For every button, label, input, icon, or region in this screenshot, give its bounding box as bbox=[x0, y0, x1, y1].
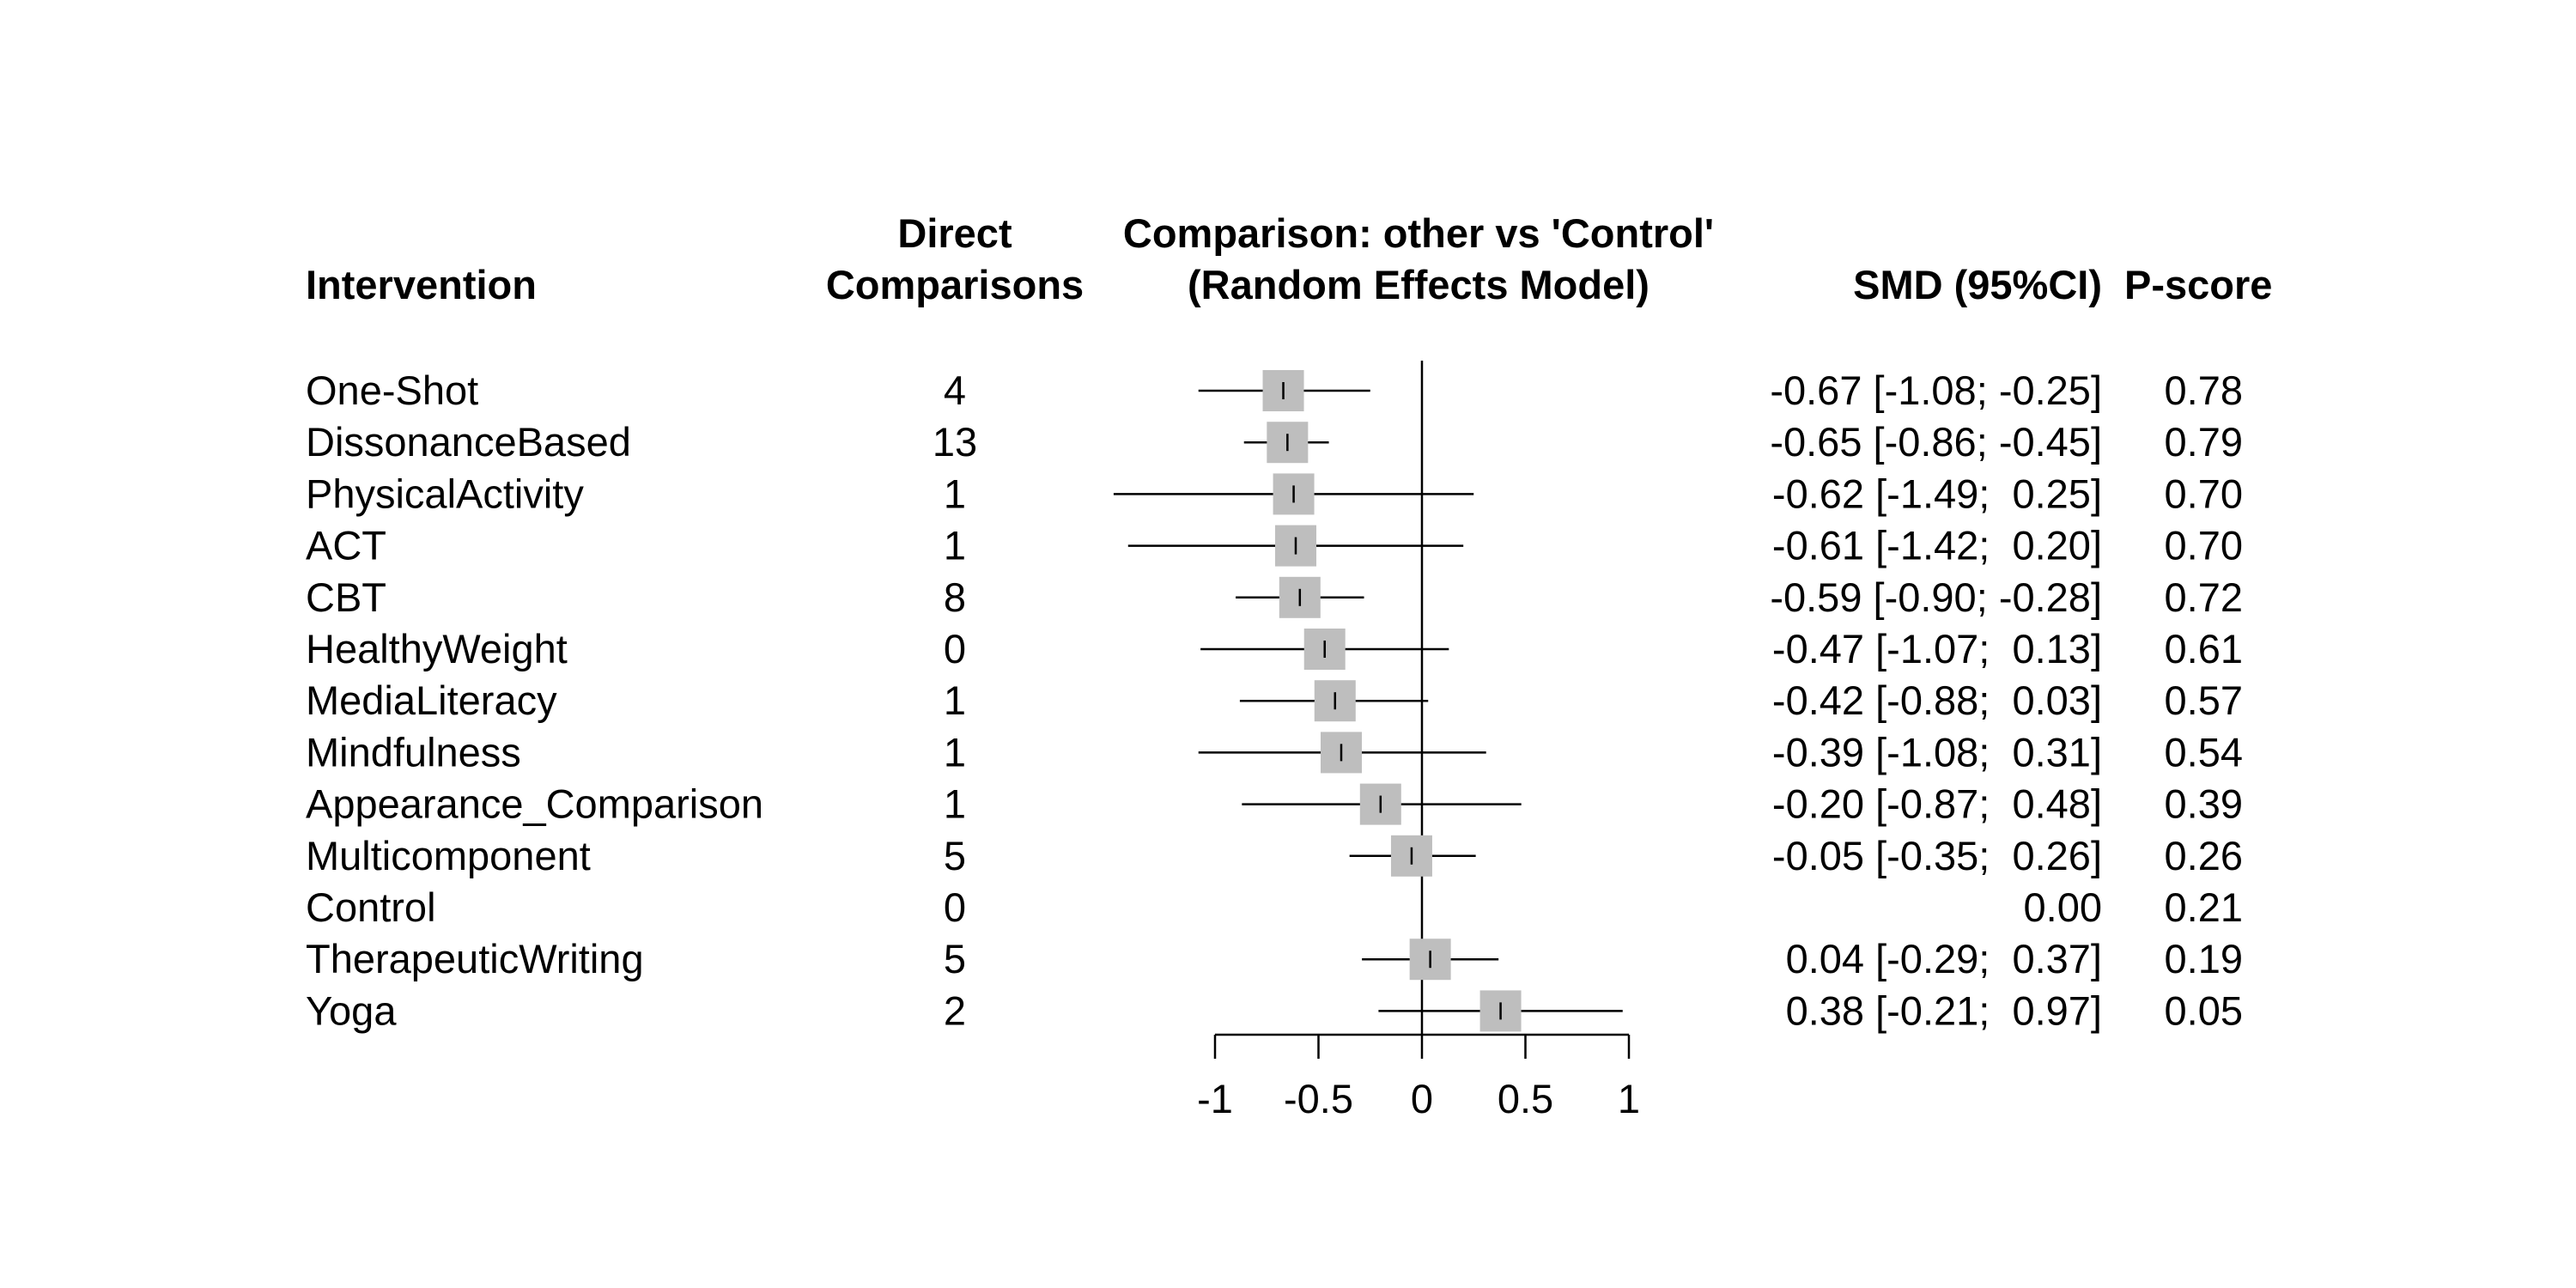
table-row: Control 0 0.00 0.21 bbox=[306, 884, 2243, 930]
pscore-value: 0.26 bbox=[2165, 833, 2243, 878]
intervention-label: Multicomponent bbox=[306, 833, 591, 878]
pscore-value: 0.54 bbox=[2165, 729, 2243, 775]
intervention-label: Appearance_Comparison bbox=[306, 781, 763, 827]
x-tick-label: 0 bbox=[1411, 1076, 1433, 1121]
smd-ci-text: 0.38 [-0.21; 0.97] bbox=[1786, 987, 2102, 1033]
intervention-label: TherapeuticWriting bbox=[306, 936, 644, 981]
smd-ci-text: -0.42 [-0.88; 0.03] bbox=[1772, 677, 2102, 723]
direct-comparisons-value: 1 bbox=[944, 677, 966, 723]
header-plot-line2: (Random Effects Model) bbox=[1188, 262, 1649, 307]
table-row: DissonanceBased 13 -0.65 [-0.86; -0.45] 0.7… bbox=[306, 419, 2243, 465]
intervention-label: HealthyWeight bbox=[306, 626, 568, 671]
intervention-label: DissonanceBased bbox=[306, 419, 631, 465]
direct-comparisons-value: 5 bbox=[944, 936, 966, 981]
pscore-value: 0.05 bbox=[2165, 987, 2243, 1033]
direct-comparisons-value: 1 bbox=[944, 523, 966, 568]
header-plot-line1: Comparison: other vs 'Control' bbox=[1123, 210, 1714, 256]
direct-comparisons-value: 1 bbox=[944, 781, 966, 827]
table-row: Yoga 2 0.38 [-0.21; 0.97] 0.05 bbox=[306, 987, 2243, 1033]
header-direct-line1: Direct bbox=[897, 210, 1012, 256]
pscore-value: 0.79 bbox=[2165, 419, 2243, 465]
pscore-value: 0.39 bbox=[2165, 781, 2243, 827]
direct-comparisons-value: 5 bbox=[944, 833, 966, 878]
x-tick-label: 0.5 bbox=[1498, 1076, 1553, 1121]
smd-ci-text: -0.39 [-1.08; 0.31] bbox=[1772, 729, 2102, 775]
pscore-value: 0.61 bbox=[2165, 626, 2243, 671]
table-row: ACT 1 -0.61 [-1.42; 0.20] 0.70 bbox=[306, 523, 2243, 568]
header-intervention: Intervention bbox=[306, 262, 537, 307]
intervention-label: Mindfulness bbox=[306, 729, 521, 775]
x-tick-label: -1 bbox=[1197, 1076, 1233, 1121]
pscore-value: 0.70 bbox=[2165, 471, 2243, 516]
intervention-label: ACT bbox=[306, 523, 386, 568]
table-row: CBT 8 -0.59 [-0.90; -0.28] 0.72 bbox=[306, 574, 2243, 620]
table-row: MediaLiteracy 1 -0.42 [-0.88; 0.03] 0.57 bbox=[306, 677, 2243, 723]
smd-ci-text: -0.62 [-1.49; 0.25] bbox=[1772, 471, 2102, 516]
table-row: Appearance_Comparison 1 -0.20 [-0.87; 0.48… bbox=[306, 781, 2243, 827]
direct-comparisons-value: 2 bbox=[944, 987, 966, 1033]
x-tick-label: -0.5 bbox=[1284, 1076, 1353, 1121]
table-row: PhysicalActivity 1 -0.62 [-1.49; 0.25] 0.70 bbox=[306, 471, 2243, 516]
rows: One-Shot 4 -0.67 [-1.08; -0.25] 0.78 Dissona… bbox=[306, 368, 2243, 1033]
pscore-value: 0.19 bbox=[2165, 936, 2243, 981]
intervention-label: PhysicalActivity bbox=[306, 471, 584, 516]
smd-ci-text: -0.65 [-0.86; -0.45] bbox=[1770, 419, 2102, 465]
header-direct-line2: Comparisons bbox=[826, 262, 1084, 307]
smd-ci-text: -0.47 [-1.07; 0.13] bbox=[1772, 626, 2102, 671]
direct-comparisons-value: 8 bbox=[944, 574, 966, 620]
intervention-label: One-Shot bbox=[306, 368, 478, 413]
x-axis: -1 -0.5 0 0.5 1 bbox=[1197, 1033, 1640, 1121]
direct-comparisons-value: 0 bbox=[944, 626, 966, 671]
table-row: Multicomponent 5 -0.05 [-0.35; 0.26] 0.26 bbox=[306, 833, 2243, 878]
smd-ci-text: -0.61 [-1.42; 0.20] bbox=[1772, 523, 2102, 568]
pscore-value: 0.78 bbox=[2165, 368, 2243, 413]
intervention-label: CBT bbox=[306, 574, 386, 620]
pscore-value: 0.57 bbox=[2165, 677, 2243, 723]
effect-marks bbox=[1113, 370, 1623, 1032]
direct-comparisons-value: 1 bbox=[944, 729, 966, 775]
direct-comparisons-value: 0 bbox=[944, 884, 966, 930]
smd-ci-text: -0.59 [-0.90; -0.28] bbox=[1770, 574, 2102, 620]
header-row: Intervention Direct Comparisons Comparis… bbox=[306, 210, 2272, 307]
smd-ci-text: -0.20 [-0.87; 0.48] bbox=[1772, 781, 2102, 827]
pscore-value: 0.70 bbox=[2165, 523, 2243, 568]
table-row: One-Shot 4 -0.67 [-1.08; -0.25] 0.78 bbox=[306, 368, 2243, 413]
smd-ci-text: -0.67 [-1.08; -0.25] bbox=[1770, 368, 2102, 413]
smd-ci-text: -0.05 [-0.35; 0.26] bbox=[1772, 833, 2102, 878]
table-row: HealthyWeight 0 -0.47 [-1.07; 0.13] 0.61 bbox=[306, 626, 2243, 671]
table-row: TherapeuticWriting 5 0.04 [-0.29; 0.37] 0.1… bbox=[306, 936, 2243, 981]
smd-ci-text: 0.00 bbox=[2024, 884, 2102, 930]
direct-comparisons-value: 13 bbox=[933, 419, 977, 465]
table-row: Mindfulness 1 -0.39 [-1.08; 0.31] 0.54 bbox=[306, 729, 2243, 775]
intervention-label: Yoga bbox=[306, 987, 397, 1033]
direct-comparisons-value: 1 bbox=[944, 471, 966, 516]
pscore-value: 0.21 bbox=[2165, 884, 2243, 930]
header-smd: SMD (95%CI) bbox=[1853, 262, 2102, 307]
x-tick-label: 1 bbox=[1618, 1076, 1640, 1121]
smd-ci-text: 0.04 [-0.29; 0.37] bbox=[1786, 936, 2102, 981]
intervention-label: MediaLiteracy bbox=[306, 677, 557, 723]
header-pscore: P-score bbox=[2124, 262, 2272, 307]
direct-comparisons-value: 4 bbox=[944, 368, 966, 413]
intervention-label: Control bbox=[306, 884, 436, 930]
plot-area: -1 -0.5 0 0.5 1 bbox=[1113, 361, 1640, 1121]
pscore-value: 0.72 bbox=[2165, 574, 2243, 620]
